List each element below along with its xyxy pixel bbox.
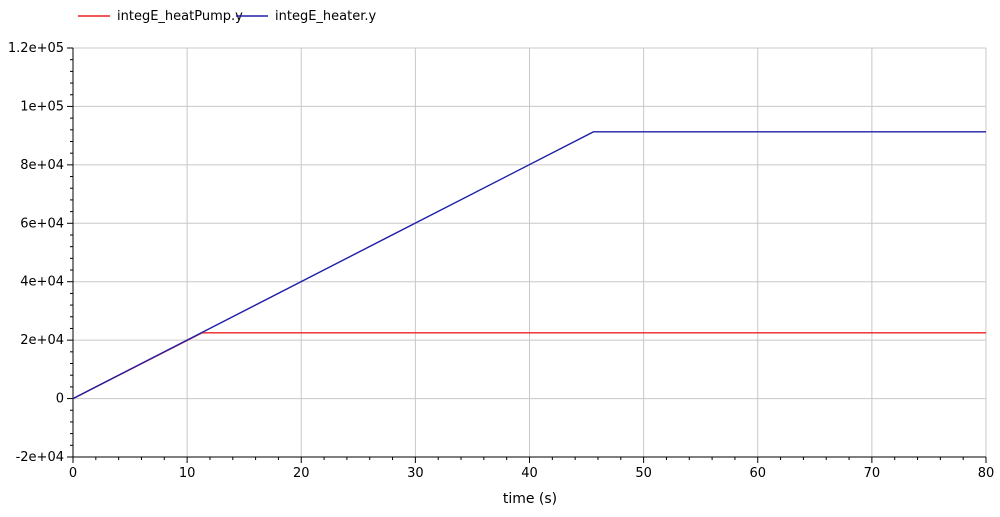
x-tick-label: 60 <box>749 466 766 481</box>
x-tick-label: 10 <box>179 466 196 481</box>
y-tick-label: 8e+04 <box>20 158 64 173</box>
legend-label: integE_heatPump.y <box>117 9 243 24</box>
axes: -2e+04 0 2e+04 4e+04 6e+04 8e+04 1e+05 1.2e+05 0… <box>8 41 994 481</box>
x-tick-label: 70 <box>864 466 881 481</box>
x-tick-label: 40 <box>521 466 538 481</box>
x-axis-label: time (s) <box>503 491 557 507</box>
y-tick-label: 1e+05 <box>20 99 64 114</box>
x-tick-label: 20 <box>293 466 310 481</box>
series-lines <box>72 131 986 400</box>
y-tick-label: 1.2e+05 <box>8 41 64 56</box>
x-tick-label: 50 <box>635 466 652 481</box>
y-tick-label: 4e+04 <box>20 275 64 290</box>
series-line-heater <box>72 131 986 400</box>
y-tick-label: 2e+04 <box>20 333 64 348</box>
y-tick-label: 0 <box>56 392 64 407</box>
x-tick-label: 30 <box>407 466 424 481</box>
grid <box>73 47 987 457</box>
x-tick-label: 80 <box>978 466 995 481</box>
x-tick-label: 0 <box>69 466 77 481</box>
y-tick-label: 6e+04 <box>20 216 64 231</box>
legend: integE_heatPump.y integE_heater.y <box>78 9 376 24</box>
y-tick-label: -2e+04 <box>16 450 64 465</box>
legend-label: integE_heater.y <box>275 9 376 24</box>
